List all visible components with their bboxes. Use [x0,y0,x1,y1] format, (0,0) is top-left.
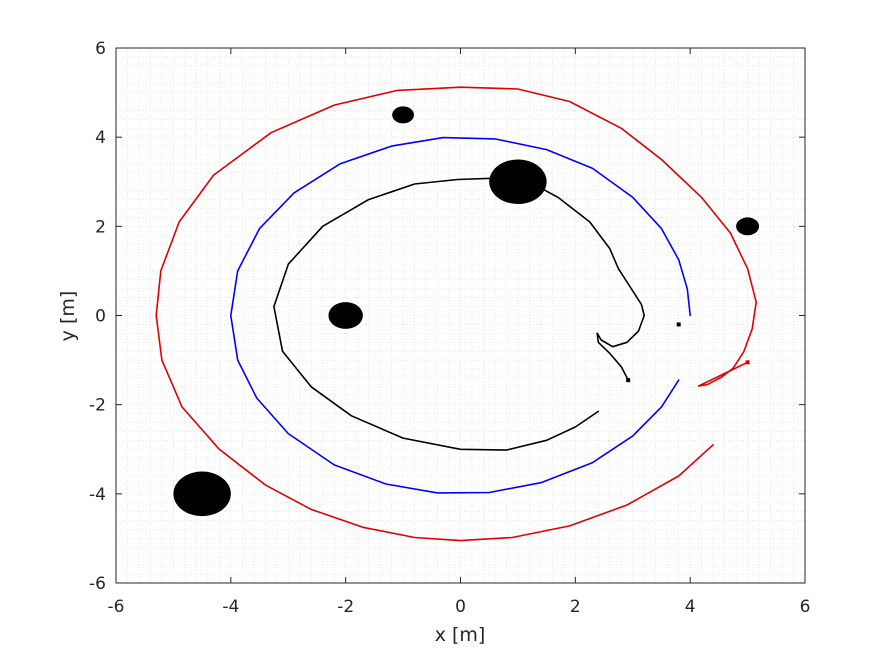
grid [115,47,806,584]
y-tick-label: -2 [89,396,106,416]
trajectory-black [456,177,645,381]
y-tick-label: 4 [95,128,106,148]
obstacle [328,302,363,329]
x-tick-label: 4 [685,597,696,617]
obstacle [736,217,760,236]
y-axis-label: y [m] [57,291,79,342]
x-tick-label: -6 [108,597,125,617]
obstacles [173,106,760,517]
markers-group [626,322,750,383]
y-tick-label: -6 [89,574,106,594]
y-tick-label: 6 [95,39,106,59]
x-tick-label: 6 [800,597,811,617]
x-tick-label: -4 [222,597,239,617]
trajectory-red [155,86,757,542]
y-tick-label: 2 [95,217,106,237]
trajectory-blue [230,136,691,494]
x-tick-label: 2 [570,597,581,617]
x-axis-label: x [m] [435,624,486,646]
x-tick-label: 0 [455,597,466,617]
endpoint-marker [676,322,681,327]
series-group [155,86,757,542]
ticks: -6 -4 -2 0 2 4 6 -6 -4 -2 0 2 4 6 [89,39,810,617]
endpoint-marker [745,360,750,365]
trajectory-black [273,178,600,451]
y-tick-label: 0 [95,307,106,327]
x-tick-label: -2 [337,597,354,617]
y-tick-label: -4 [89,485,106,505]
endpoint-marker [626,378,631,383]
obstacle [489,159,547,205]
obstacle [392,106,414,124]
obstacle [173,471,231,517]
